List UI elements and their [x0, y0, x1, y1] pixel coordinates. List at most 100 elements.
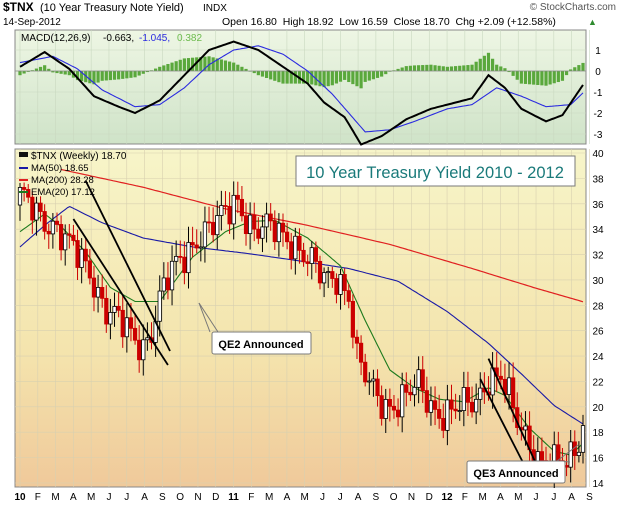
macd-histogram-bar — [458, 65, 462, 71]
macd-histogram-bar — [560, 71, 565, 81]
macd-histogram-bar — [38, 66, 43, 71]
macd-histogram-bar — [306, 71, 310, 84]
x-tick-label: N — [408, 492, 415, 503]
candle-body — [461, 387, 466, 411]
macd-histogram-bar — [310, 71, 314, 85]
candle-body — [420, 369, 425, 391]
price-legend-main: $TNX (Weekly) 18.70 — [31, 151, 127, 162]
macd-histogram-bar — [289, 71, 293, 84]
candle-body — [469, 401, 475, 413]
macd-histogram-bar — [277, 71, 281, 83]
macd-histogram-bar — [186, 58, 191, 71]
macd-histogram-bar — [55, 71, 59, 74]
macd-histogram-bar — [532, 71, 536, 85]
candle-body — [268, 213, 273, 222]
candle-body — [54, 220, 60, 225]
candle-body — [231, 194, 236, 225]
macd-histogram-bar — [433, 65, 437, 71]
candle-body — [280, 222, 286, 233]
candle-body — [523, 425, 528, 431]
macd-histogram-bar — [75, 71, 80, 81]
candle-body — [83, 248, 88, 262]
candle-body — [383, 399, 388, 419]
candle-body — [568, 441, 573, 468]
ma200-line — [60, 168, 584, 303]
x-tick-label: 11 — [228, 492, 239, 503]
candle-body — [58, 224, 64, 251]
candle-body — [416, 369, 421, 388]
price-tick-label: 22 — [592, 377, 604, 388]
candle-body — [449, 399, 454, 410]
candle-body — [165, 277, 171, 291]
macd-histogram-bar — [318, 71, 322, 87]
macd-histogram-bar — [190, 57, 195, 71]
candle-body — [104, 297, 109, 325]
candle-body — [375, 378, 380, 397]
candle-body — [50, 220, 55, 235]
x-tick-label: M — [514, 492, 522, 503]
candle-body — [511, 377, 516, 408]
candle-body — [100, 287, 105, 299]
candle-body — [34, 202, 39, 221]
macd-histogram-bar — [429, 64, 433, 71]
candle-body — [227, 205, 232, 225]
macd-histogram-bar — [380, 71, 384, 77]
macd-histogram-bar — [396, 68, 400, 71]
candle-body — [42, 211, 47, 232]
price-tick-label: 24 — [592, 352, 604, 363]
macd-legend-signal: -1.045, — [139, 33, 170, 44]
x-tick-label: A — [284, 492, 291, 503]
candle-body — [379, 395, 384, 419]
macd-histogram-bar — [273, 71, 277, 81]
macd-histogram-bar — [577, 65, 581, 71]
macd-histogram-bar — [474, 61, 478, 71]
candle-body — [223, 205, 228, 207]
macd-histogram-bar — [162, 65, 166, 71]
macd-histogram-bar — [133, 71, 137, 78]
x-tick-label: A — [568, 492, 575, 503]
macd-histogram-bar — [322, 71, 326, 88]
price-tick-label: 30 — [592, 276, 604, 287]
macd-histogram-bar — [581, 62, 585, 71]
candle-body — [309, 247, 314, 264]
price-tick-label: 40 — [592, 149, 604, 160]
up-arrow-icon: ▲ — [588, 17, 597, 27]
macd-histogram-bar — [47, 68, 51, 71]
x-tick-label: M — [265, 492, 273, 503]
candle-body — [387, 399, 392, 407]
candle-body — [186, 242, 191, 274]
candle-body — [326, 271, 331, 274]
macd-histogram-bar — [92, 71, 96, 85]
candle-body — [301, 249, 306, 263]
candle-body — [478, 387, 483, 400]
legend-swatch-ma50 — [19, 167, 28, 169]
macd-histogram-bar — [569, 69, 573, 71]
macd-histogram-bar — [178, 59, 182, 71]
macd-legend-prefix: MACD(12,26,9) — [21, 33, 90, 44]
macd-histogram-bar — [219, 59, 223, 71]
qe2-callout-line-2 — [198, 302, 211, 333]
qe3-callout-line — [556, 444, 579, 462]
macd-histogram-bar — [343, 71, 347, 80]
x-tick-label: D — [212, 492, 219, 503]
x-tick-label: N — [194, 492, 201, 503]
candle-body — [367, 380, 372, 383]
candle-body — [453, 408, 458, 412]
candle-body — [252, 214, 257, 230]
macd-histogram-bar — [384, 71, 388, 75]
macd-histogram-bar — [244, 68, 248, 71]
x-tick-label: 12 — [441, 492, 453, 503]
macd-histogram-bar — [441, 66, 445, 71]
macd-histogram-bar — [121, 71, 125, 79]
macd-histogram-bar — [34, 68, 39, 71]
ema20-line — [19, 213, 584, 456]
macd-histogram-bar — [43, 65, 47, 71]
macd-histogram-bar — [30, 70, 34, 71]
candle-body — [137, 339, 142, 361]
candle-body — [248, 214, 253, 235]
macd-histogram-bar — [507, 71, 511, 73]
x-tick-label: M — [51, 492, 59, 503]
macd-histogram-bar — [240, 66, 244, 71]
candle-body — [289, 241, 294, 260]
